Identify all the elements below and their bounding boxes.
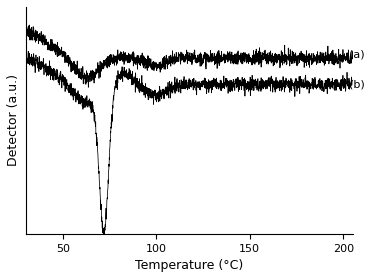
Y-axis label: Detector (a.u.): Detector (a.u.): [7, 74, 20, 166]
Text: (a): (a): [349, 49, 365, 59]
Text: (b): (b): [349, 80, 365, 90]
X-axis label: Temperature (°C): Temperature (°C): [135, 259, 243, 272]
